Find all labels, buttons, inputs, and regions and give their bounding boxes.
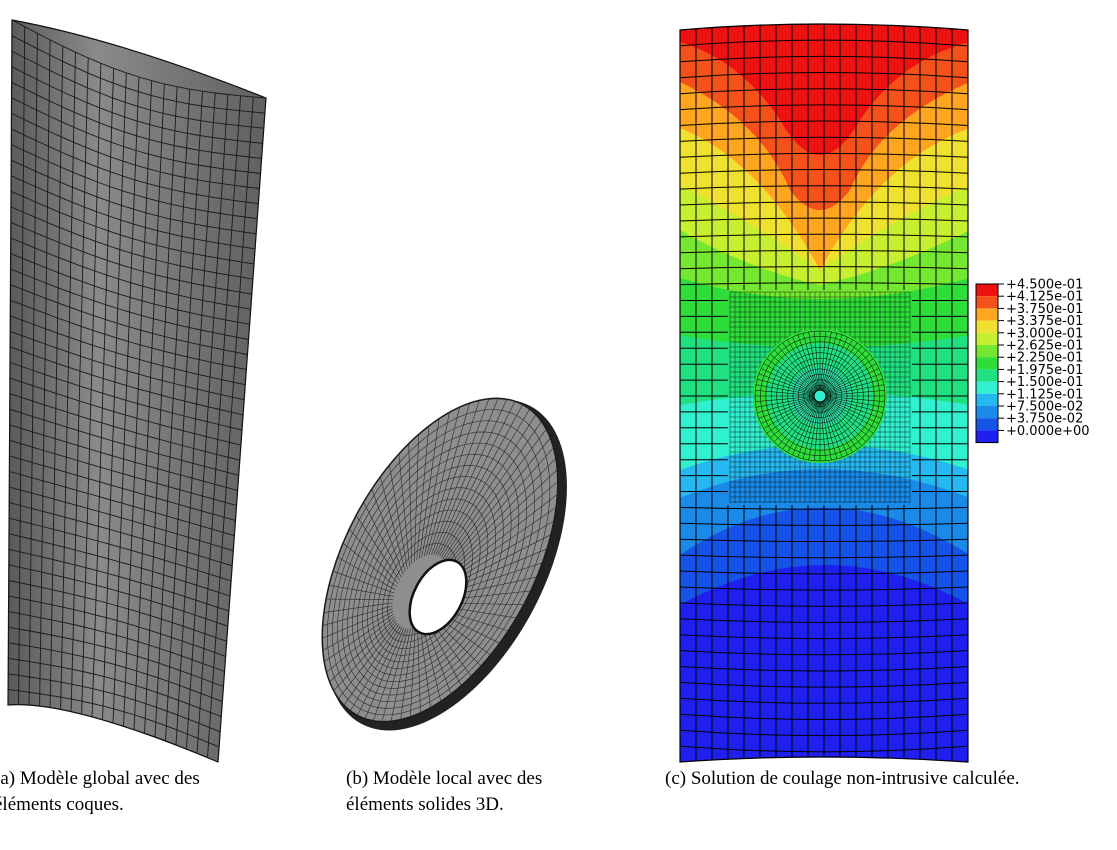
legend-swatch	[976, 381, 998, 394]
legend-label: +3.375e-01	[1006, 314, 1083, 329]
solution-panel: +4.500e-01+4.125e-01+3.750e-01+3.375e-01…	[679, 23, 1090, 763]
contour-field	[680, 24, 968, 762]
legend-swatch	[976, 345, 998, 358]
legend-label: +1.125e-01	[1006, 387, 1083, 402]
disk-grid	[322, 398, 558, 722]
caption-c-line1: (c) Solution de coulage non-intrusive ca…	[665, 768, 1020, 789]
legend-swatch	[976, 284, 998, 297]
legend-label: +3.750e-01	[1006, 302, 1083, 317]
caption-a: (a) Modèle global avec des éléments coqu…	[0, 766, 294, 818]
color-legend: +4.500e-01+4.125e-01+3.750e-01+3.375e-01…	[975, 278, 1090, 444]
legend-swatch	[976, 393, 998, 406]
legend-swatch	[976, 308, 998, 321]
caption-b-line2: éléments solides 3D.	[346, 794, 504, 815]
shell-grid	[8, 20, 266, 762]
legend-swatch	[976, 369, 998, 382]
caption-a-line2: éléments coques.	[0, 794, 124, 815]
legend-label: +3.750e-02	[1006, 412, 1083, 427]
caption-c: (c) Solution de coulage non-intrusive ca…	[665, 766, 1117, 792]
legend-swatch	[976, 332, 998, 345]
legend-swatch	[976, 296, 998, 309]
legend-label: +4.125e-01	[1006, 290, 1083, 305]
legend-label: +7.500e-02	[1006, 400, 1083, 415]
legend-swatch	[976, 430, 998, 443]
caption-b-line1: (b) Modèle local avec des	[346, 768, 543, 789]
legend-swatch	[976, 418, 998, 431]
legend-label: +3.000e-01	[1006, 326, 1083, 341]
legend-label: +0.000e+00	[1006, 424, 1090, 439]
legend-label: +2.250e-01	[1006, 351, 1083, 366]
disk-surface	[321, 397, 559, 723]
caption-b: (b) Modèle local avec des éléments solid…	[346, 766, 636, 818]
legend-swatch	[976, 357, 998, 370]
disk-mesh-panel	[321, 397, 567, 731]
legend-swatch	[976, 320, 998, 333]
legend-swatch	[976, 406, 998, 419]
caption-a-line1: (a) Modèle global avec des	[0, 768, 200, 789]
legend-label: +2.625e-01	[1006, 339, 1083, 354]
disk-hole	[408, 558, 468, 636]
legend-label: +1.975e-01	[1006, 363, 1083, 378]
legend-label: +4.500e-01	[1006, 278, 1083, 293]
shell-mesh-panel	[7, 19, 267, 763]
legend-label: +1.500e-01	[1006, 375, 1083, 390]
